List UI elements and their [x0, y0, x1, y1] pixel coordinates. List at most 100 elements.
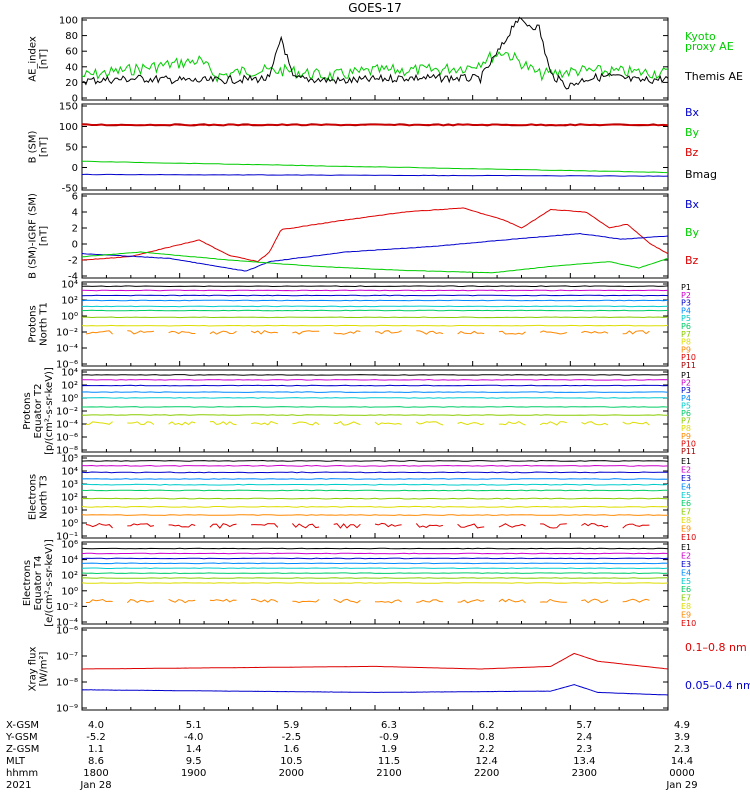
channel-pt2-6 [81, 414, 669, 416]
legend-pt1-P1: P1 [681, 283, 691, 292]
channel-et4-7 [81, 582, 669, 584]
channel-et4-8 [374, 599, 402, 604]
channel-pt1-8 [250, 330, 278, 335]
channel-et3-9 [333, 523, 361, 529]
y-label-pt1: Protons North T1 [28, 302, 50, 346]
legend-et3-E9: E9 [681, 525, 691, 534]
ephem-hhmm-6: 0000 [669, 768, 694, 779]
channel-pt2-7 [209, 420, 237, 426]
legend-pt2-P4: P4 [681, 394, 691, 403]
y-tick-ae: 60 [65, 47, 78, 58]
legend-et3-E7: E7 [681, 508, 691, 517]
channel-pt2-2 [81, 384, 669, 387]
legend-pt1-P4: P4 [681, 306, 691, 315]
ephem-label: hhmm [6, 768, 38, 779]
y-tick-ae: 0 [72, 94, 78, 105]
legend-pt1-P5: P5 [681, 314, 691, 323]
series-bx-igrf [81, 232, 669, 272]
ephem-label: MLT [6, 756, 26, 767]
y-label-line: Electrons [22, 560, 33, 606]
channel-et3-9 [374, 522, 402, 528]
y-label-line: Equator T4 [33, 556, 44, 611]
legend-pt2-P10: P10 [681, 439, 696, 448]
ephem-hhmm-4: 2200 [474, 768, 499, 779]
ephem-y-4: 0.8 [479, 732, 495, 743]
channel-et3-9 [415, 523, 444, 528]
ephem-y-3: -0.9 [379, 732, 399, 743]
channel-pt1-5 [81, 309, 669, 312]
legend-pt2-P2: P2 [681, 379, 691, 388]
y-label-bsm: B (SM) [nT] [28, 130, 50, 163]
channel-pt1-0 [81, 285, 669, 288]
series-kyoto-ae [81, 50, 669, 83]
legend-et3-E3: E3 [681, 474, 691, 483]
ephem-z-4: 2.2 [479, 744, 495, 755]
legend-et4-E10: E10 [681, 619, 696, 628]
channel-et4-8 [86, 598, 113, 603]
y-tick-et4: 10⁶ [61, 540, 78, 551]
ephem-label: Z-GSM [6, 744, 39, 755]
channel-pt2-7 [498, 421, 526, 426]
channel-et3-2 [81, 471, 668, 474]
channel-pt1-8 [85, 330, 113, 335]
channel-pt1-4 [81, 305, 669, 308]
channel-et4-6 [82, 577, 669, 579]
channel-et4-8 [126, 599, 154, 604]
channel-et3-5 [81, 489, 668, 492]
channel-et4-1 [81, 552, 669, 555]
channel-et4-8 [168, 598, 196, 604]
ephem-z-5: 2.3 [576, 744, 592, 755]
y-tick-et4: 10⁻⁴ [56, 618, 78, 629]
y-label-pt2: Protons Equator T2 [p/(cm²-s-sr-keV)] [22, 367, 55, 455]
legend-pt2-P9: P9 [681, 432, 691, 441]
channel-et3-7 [81, 505, 669, 508]
legend-et4-E1: E1 [681, 543, 691, 552]
y-tick-bsm: 150 [59, 102, 78, 113]
ephem-x-3: 6.3 [381, 720, 397, 731]
y-tick-et4: 10² [61, 571, 78, 582]
y-tick-pt2: 10⁰ [61, 394, 78, 405]
ephem-z-6: 2.3 [674, 744, 690, 755]
legend-pt1-P6: P6 [681, 322, 691, 331]
ephem-hhmm-3: 2100 [376, 768, 401, 779]
channel-pt2-7 [581, 421, 609, 426]
channel-et4-8 [416, 599, 443, 603]
legend-et3-E6: E6 [681, 499, 691, 508]
channel-pt1-8 [457, 330, 485, 335]
y-label-et4: Electrons Equator T4 [e/(cm²-s-sr-keV)] [22, 539, 55, 627]
y-tick-ae: 20 [65, 78, 78, 89]
ephem-x-4: 6.2 [479, 720, 495, 731]
ephem-z-2: 1.6 [283, 744, 299, 755]
legend-bsm: Bmag [685, 168, 717, 181]
channel-pt2-7 [292, 421, 320, 426]
channel-et3-9 [168, 523, 196, 528]
channel-et3-0 [81, 459, 669, 462]
channel-et4-0 [81, 547, 669, 550]
ephem-hhmm-2: 2000 [279, 768, 304, 779]
y-label-line: [W/m²] [39, 651, 50, 686]
ephem-date-0: Jan 28 [79, 780, 111, 791]
channel-et3-1 [81, 464, 669, 467]
ephem-mlt-5: 13.4 [573, 756, 595, 767]
legend-et4-E5: E5 [681, 577, 691, 586]
ephem-hhmm-1: 1900 [181, 768, 206, 779]
ephem-date-6: Jan 29 [665, 780, 697, 791]
channel-pt2-7 [374, 421, 402, 426]
channel-pt2-7 [168, 421, 196, 426]
channel-et3-6 [81, 497, 669, 500]
y-label-line: Equator T2 [33, 384, 44, 439]
ephem-label: Y-GSM [5, 732, 38, 743]
channel-et3-9 [209, 523, 237, 529]
y-tick-bsm: 50 [65, 143, 78, 154]
channel-et3-9 [622, 523, 650, 529]
y-tick-et3: 10¹ [61, 506, 78, 517]
y-label-line: Protons [22, 392, 33, 429]
legend-et3-E5: E5 [681, 491, 691, 500]
channel-pt1-3 [81, 299, 669, 302]
y-label-line: North T1 [39, 302, 50, 346]
legend-pt2-P1: P1 [681, 371, 691, 380]
channel-et4-4 [81, 567, 669, 570]
y-label-ae: AE_index [nT] [28, 36, 50, 82]
channel-pt2-3 [81, 391, 669, 393]
